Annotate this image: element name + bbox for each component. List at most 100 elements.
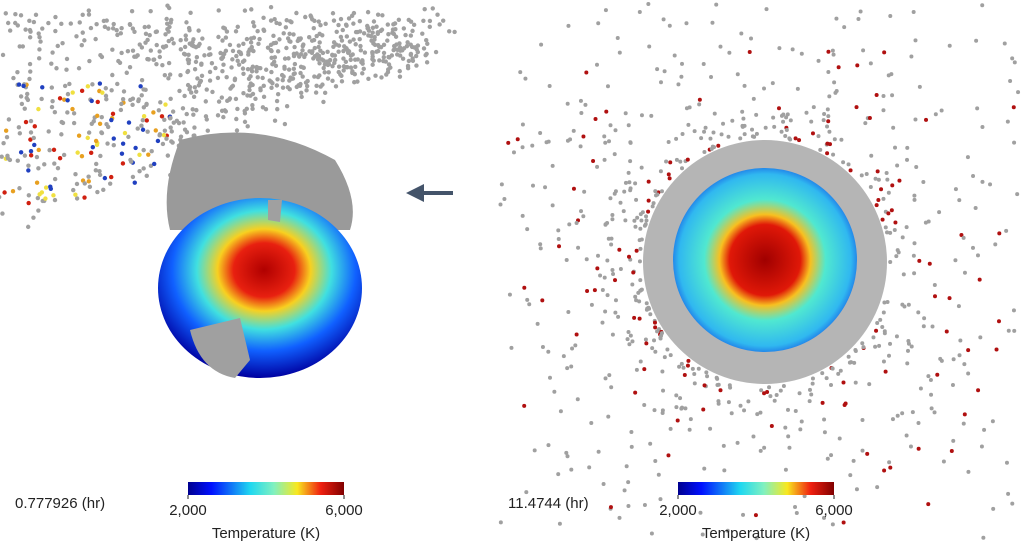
particle [895, 248, 900, 253]
particle [615, 36, 620, 41]
particle [340, 27, 345, 33]
particle [153, 29, 159, 35]
particle [947, 43, 952, 48]
particle [52, 161, 57, 166]
particle [165, 153, 171, 158]
particle [839, 137, 844, 142]
particle [739, 31, 744, 36]
particle [708, 426, 713, 431]
particle [15, 69, 20, 75]
particle [674, 136, 679, 141]
particle [826, 69, 831, 74]
particle [910, 410, 915, 415]
particle [3, 11, 8, 16]
particle [223, 109, 229, 114]
particle [268, 47, 274, 53]
particle [248, 81, 254, 86]
particle [581, 214, 586, 219]
particle [300, 74, 305, 79]
particle [234, 128, 240, 133]
particle [874, 328, 879, 333]
particle [679, 361, 684, 366]
particle [885, 230, 890, 235]
particle [618, 200, 623, 205]
particle [941, 459, 946, 464]
particle [76, 66, 82, 71]
particle [187, 84, 193, 90]
particle [966, 469, 971, 474]
particle [784, 127, 789, 132]
particle [138, 84, 143, 89]
particle [830, 366, 835, 371]
particle [88, 150, 94, 156]
particle [133, 145, 138, 151]
particle [882, 50, 887, 55]
particle [860, 418, 865, 423]
particle [702, 150, 707, 155]
particle [830, 48, 835, 53]
particle [888, 260, 893, 265]
particle [178, 38, 183, 43]
particle [358, 48, 364, 53]
particle [965, 155, 970, 160]
particle [146, 152, 151, 157]
particle [59, 119, 64, 125]
particle [631, 270, 636, 275]
particle [154, 42, 159, 48]
particle [966, 371, 971, 376]
particle [26, 168, 31, 173]
particle [601, 481, 606, 486]
particle [213, 65, 218, 71]
particle [435, 12, 440, 17]
particle [350, 52, 355, 57]
particle [904, 225, 909, 230]
particle [332, 57, 338, 63]
particle [683, 406, 688, 411]
particle [322, 70, 327, 75]
particle [825, 151, 830, 156]
particle [28, 149, 34, 154]
particle [127, 22, 133, 27]
particle [612, 152, 617, 157]
particle [822, 430, 827, 435]
particle [341, 68, 346, 73]
particle [28, 118, 34, 124]
particle [719, 132, 724, 137]
particle [498, 520, 503, 525]
particle [187, 28, 192, 33]
particle [603, 8, 608, 13]
particle [575, 397, 580, 402]
particle [242, 119, 248, 125]
particle [741, 116, 746, 121]
particle [788, 118, 793, 123]
particle [506, 140, 511, 145]
particle [829, 453, 834, 458]
particle [584, 257, 589, 262]
particle [911, 253, 916, 258]
particle [605, 258, 610, 263]
particle [657, 327, 662, 332]
particle [284, 104, 290, 109]
particle [86, 179, 91, 184]
particle [726, 134, 731, 139]
particle [28, 137, 33, 142]
particle [347, 39, 353, 44]
particle [556, 237, 561, 242]
particle [156, 108, 162, 113]
particle [166, 76, 171, 81]
particle [330, 11, 336, 16]
particle [552, 389, 557, 394]
particle [355, 79, 360, 84]
particle [666, 172, 671, 177]
particle [947, 296, 952, 301]
particle [875, 321, 880, 326]
particle [98, 153, 103, 159]
particle [16, 125, 22, 130]
particle [410, 58, 416, 63]
particle [119, 101, 124, 107]
particle [275, 91, 281, 97]
particle [626, 503, 631, 508]
particle [858, 9, 863, 14]
particle [258, 86, 263, 91]
particle [4, 134, 10, 140]
